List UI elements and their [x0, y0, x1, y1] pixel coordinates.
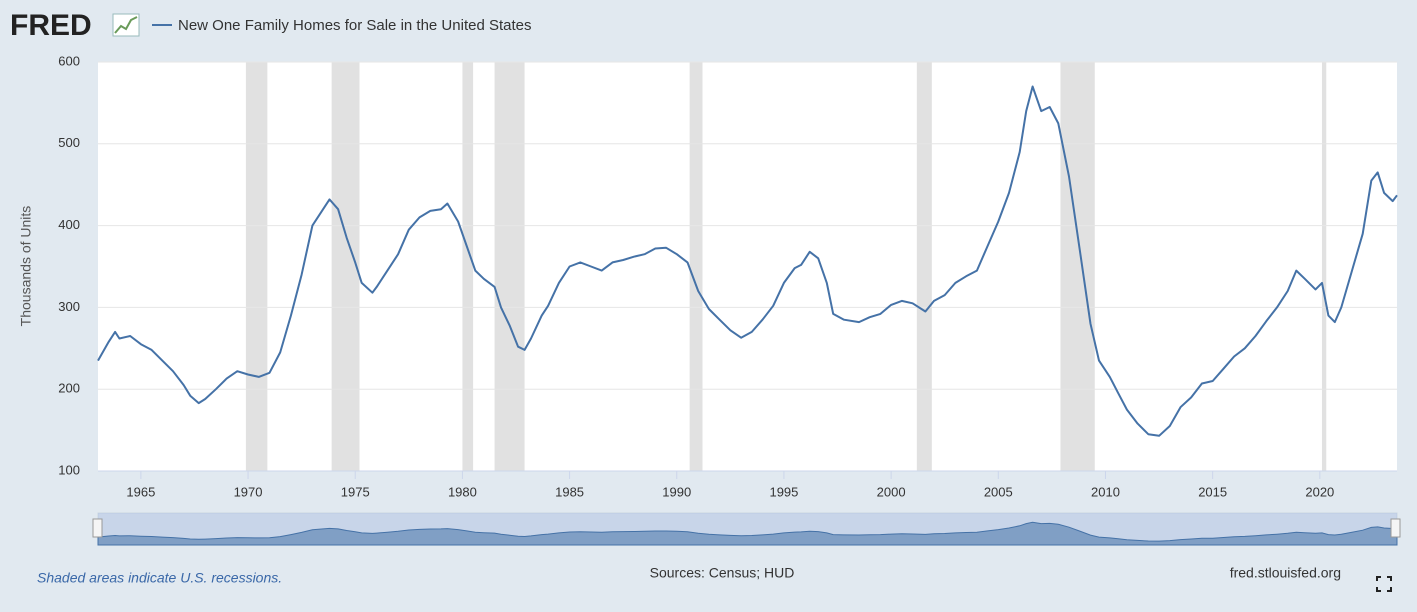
x-tick-label: 1985	[555, 484, 584, 499]
x-tick-label: 1995	[769, 484, 798, 499]
legend-label: New One Family Homes for Sale in the Uni…	[178, 17, 531, 34]
fred-logo-icon	[112, 13, 140, 37]
plot-area	[98, 62, 1397, 471]
recession-band	[494, 62, 525, 471]
x-tick-label: 1965	[126, 484, 155, 499]
recession-band	[916, 62, 932, 471]
navigator-area	[97, 521, 1398, 546]
x-tick-label: 2020	[1305, 484, 1334, 499]
sources: Sources: Census; HUD	[650, 565, 795, 581]
recession-band	[462, 62, 474, 471]
x-tick-label: 2015	[1198, 484, 1227, 499]
recession-band	[1321, 62, 1327, 471]
x-tick-label: 1990	[662, 484, 691, 499]
series-line	[97, 85, 1398, 437]
recession-band	[331, 62, 360, 471]
navigator-handle-left[interactable]	[92, 518, 103, 538]
y-tick-label: 400	[58, 217, 80, 232]
fullscreen-button[interactable]	[1376, 576, 1392, 592]
plot: 100 200 300 400 500 600 1965 1970 1975 1980 1985 19…	[58, 53, 1398, 499]
recession-band	[689, 62, 703, 471]
navigator-handle-right[interactable]	[1390, 518, 1401, 538]
y-tick-label: 200	[58, 381, 80, 396]
y-tick-label: 500	[58, 135, 80, 150]
navigator-series	[97, 521, 1398, 546]
x-tick-label: 2005	[984, 484, 1013, 499]
fred-logo: FRED	[10, 9, 92, 42]
recession-band	[1060, 62, 1095, 471]
x-tick-label: 2010	[1091, 484, 1120, 499]
y-tick-label: 600	[58, 53, 80, 68]
y-axis-label: Thousands of Units	[18, 206, 34, 327]
x-tick-label: 1980	[448, 484, 477, 499]
y-tick-label: 300	[58, 299, 80, 314]
recession-band	[245, 62, 268, 471]
x-tick-label: 1975	[341, 484, 370, 499]
x-tick-label: 1970	[234, 484, 263, 499]
x-tick-label: 2000	[877, 484, 906, 499]
site-link[interactable]: fred.stlouisfed.org	[1230, 565, 1341, 581]
recession-note: Shaded areas indicate U.S. recessions.	[37, 570, 282, 586]
y-tick-label: 100	[58, 462, 80, 477]
